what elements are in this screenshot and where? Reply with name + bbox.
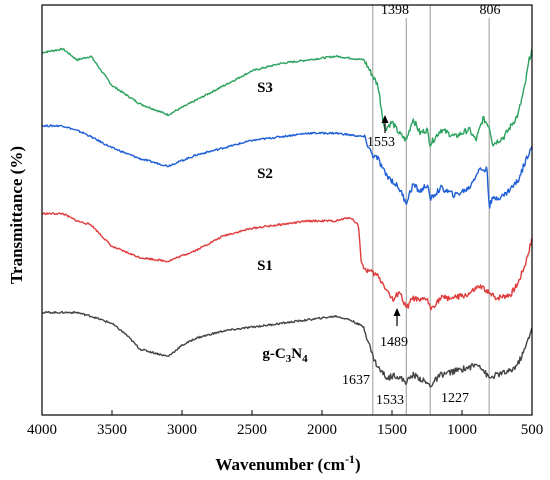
- x-tick-label-1000: 1000: [447, 422, 477, 438]
- x-tick-label-2000: 2000: [307, 422, 337, 438]
- annotation-bg-806: [474, 2, 506, 18]
- series-label-s1: S1: [257, 258, 273, 274]
- x-tick-label-1500: 1500: [377, 422, 407, 438]
- annotation-1398: 1398: [381, 3, 409, 18]
- plot-frame: [41, 4, 533, 416]
- series-label-part: 4: [302, 353, 308, 365]
- series-label-s2: S2: [257, 166, 273, 182]
- series-line-s1: [41, 212, 533, 311]
- series-line-s2: [41, 124, 533, 209]
- annotation-1553: 1553: [367, 135, 395, 150]
- series-label-s3: S3: [257, 80, 273, 96]
- x-axis-label-prefix: Wavenumber (cm: [215, 455, 345, 474]
- series-line-s3: [41, 47, 533, 148]
- series-label-part: g-C: [262, 346, 285, 362]
- reference-lines: [372, 5, 490, 415]
- x-tick-label-3500: 3500: [97, 422, 127, 438]
- annotation-806: 806: [480, 3, 501, 18]
- series-line-g-c3n4: [41, 310, 533, 388]
- x-tick-layer: 4000 3500 3000 2500 2000 1500 1000 500: [27, 410, 543, 438]
- x-tick-label-500: 500: [521, 422, 544, 438]
- x-tick-label-2500: 2500: [237, 422, 267, 438]
- series-layer: [41, 47, 533, 388]
- series-label-layer: S3 S2 S1 g-C3N4: [257, 80, 308, 365]
- x-axis-label-suffix: ): [355, 455, 361, 474]
- annotation-arrowhead-1553: [381, 115, 389, 123]
- x-tick-label-3000: 3000: [167, 422, 197, 438]
- annotation-1637: 1637: [342, 373, 370, 388]
- annotation-1489: 1489: [380, 335, 408, 350]
- y-axis-label: Transmittance (%): [7, 146, 26, 284]
- x-tick-label-4000: 4000: [27, 422, 57, 438]
- annotation-arrowhead-1489: [393, 308, 401, 316]
- annotation-1533: 1533: [376, 393, 404, 408]
- annotation-1227: 1227: [441, 391, 469, 406]
- series-label-g-c3n4: g-C3N4: [262, 346, 308, 365]
- series-label-part: N: [291, 346, 302, 362]
- annotation-bg-1398: [379, 2, 411, 18]
- series-label-part: 3: [286, 353, 292, 365]
- annotation-layer: 1398 806 1553 1489 1637 1533 1227: [342, 2, 506, 408]
- x-axis-label-superscript: -1: [345, 452, 355, 466]
- x-axis-label: Wavenumber (cm-1): [215, 452, 360, 474]
